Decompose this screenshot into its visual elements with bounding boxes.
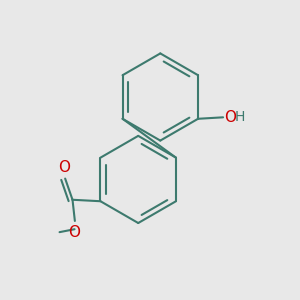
Text: H: H: [234, 110, 244, 124]
Text: O: O: [224, 110, 236, 124]
Text: O: O: [69, 225, 81, 240]
Text: O: O: [58, 160, 70, 175]
